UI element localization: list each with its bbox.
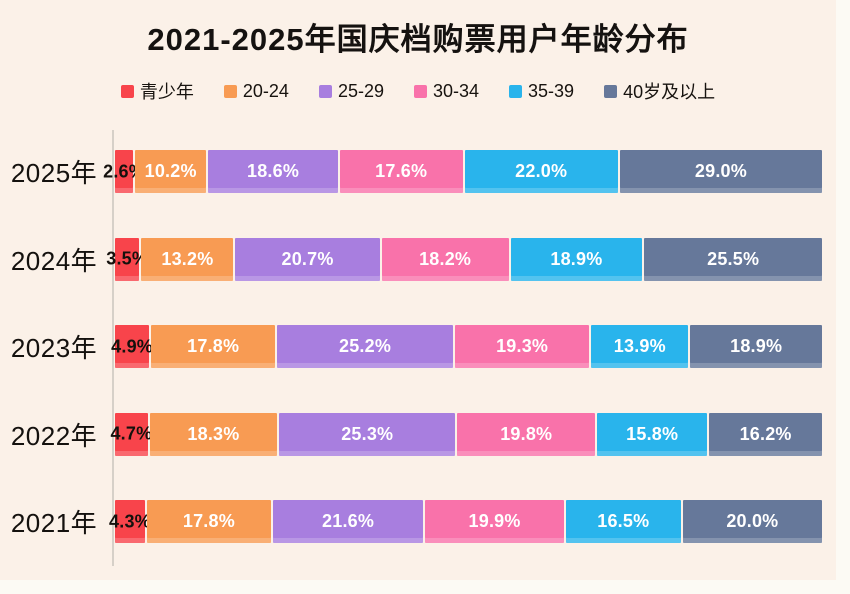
bar-value-label: 4.9% [111, 336, 153, 356]
bar-segment-20-24: 10.2% [135, 150, 207, 193]
bar-segment-40岁及以上: 18.9% [690, 325, 822, 368]
legend-label: 25-29 [337, 80, 384, 101]
bar-track: 3.5% 13.2% 20.7% 18.2% 18.9% 25.5% [106, 237, 822, 281]
bar-segment-青少年: 2.6% [103, 150, 145, 193]
bar-track: 2.6% 10.2% 18.6% 17.6% 22.0% 29.0% [103, 150, 822, 193]
bar-value-label: 20.0% [726, 511, 779, 531]
bar-value-label: 16.5% [597, 511, 650, 531]
bar-segment-25-29: 25.2% [277, 325, 453, 368]
bar-value-label: 22.0% [515, 161, 568, 181]
bar-track: 4.3% 17.8% 21.6% 19.9% 16.5% 20.0% [109, 500, 822, 543]
legend-label: 青少年 [139, 82, 194, 102]
bar-row: 2025年 2.6% 10.2% 18.6% 17.6% 22.0% 29.0% [0, 150, 836, 193]
legend-swatch-icon [120, 84, 134, 98]
bar-value-label: 19.9% [468, 511, 521, 531]
bar-value-label: 17.8% [182, 511, 235, 531]
legend-item: 20-24 [223, 80, 289, 102]
bar-value-label: 19.8% [500, 423, 553, 444]
bar-value-label: 18.9% [730, 336, 783, 356]
bar-value-label: 10.2% [144, 161, 197, 181]
bar-value-label: 25.3% [341, 423, 394, 444]
bar-value-label: 19.3% [496, 336, 549, 356]
bar-row: 2022年 4.7% 18.3% 25.3% 19.8% 15.8% 16.2% [0, 412, 836, 456]
legend-swatch-icon [413, 84, 427, 98]
bar-value-label: 18.9% [550, 248, 603, 269]
bar-segment-40岁及以上: 25.5% [644, 237, 822, 281]
legend-item: 25-29 [318, 80, 384, 102]
year-label: 2022年 [10, 420, 98, 451]
bar-segment-青少年: 4.3% [109, 500, 151, 543]
bar-value-label: 21.6% [322, 511, 375, 531]
bar-value-label: 17.6% [375, 161, 428, 181]
bar-segment-25-29: 18.6% [208, 150, 338, 193]
bar-segment-青少年: 4.7% [110, 412, 152, 456]
bar-segment-40岁及以上: 16.2% [709, 412, 822, 456]
bar-value-label: 4.7% [110, 423, 153, 444]
bar-value-label: 17.8% [187, 336, 240, 356]
bar-value-label: 18.6% [247, 161, 300, 181]
chart-title: 2021-2025年国庆档购票用户年龄分布 [147, 22, 689, 57]
legend: 青少年 20-24 25-29 30-34 35-39 40岁及以上 [0, 78, 836, 104]
legend-label: 35-39 [528, 80, 575, 101]
bar-segment-25-29: 25.3% [279, 412, 456, 456]
legend-swatch-icon [509, 84, 523, 98]
bar-value-label: 15.8% [626, 423, 679, 444]
bar-segment-青少年: 3.5% [106, 237, 148, 281]
year-label: 2025年 [10, 158, 98, 188]
chart-panel: 2021-2025年国庆档购票用户年龄分布 青少年 20-24 25-29 30-34… [0, 0, 836, 580]
bar-segment-40岁及以上: 29.0% [619, 150, 822, 193]
legend-item: 40岁及以上 [604, 78, 715, 104]
legend-label: 30-34 [432, 80, 480, 101]
y-axis-line [112, 130, 114, 566]
bar-segment-30-34: 17.6% [339, 150, 463, 193]
year-label: 2024年 [10, 245, 98, 276]
bar-track: 4.7% 18.3% 25.3% 19.8% 15.8% 16.2% [110, 412, 822, 456]
bar-row: 2021年 4.3% 17.8% 21.6% 19.9% 16.5% 20.0% [0, 500, 836, 543]
bar-segment-30-34: 19.8% [457, 412, 596, 456]
bar-segment-20-24: 18.3% [149, 412, 278, 456]
bar-segment-20-24: 17.8% [151, 325, 276, 368]
legend-swatch-icon [223, 84, 237, 98]
bar-row: 2024年 3.5% 13.2% 20.7% 18.2% 18.9% 25.5% [0, 237, 836, 281]
bar-segment-20-24: 17.8% [146, 500, 271, 543]
bar-segment-35-39: 22.0% [464, 150, 618, 193]
bar-segment-35-39: 15.8% [597, 412, 708, 456]
bar-value-label: 18.3% [187, 423, 240, 444]
bar-row: 2023年 4.9% 17.8% 25.2% 19.3% 13.9% 18.9% [0, 325, 836, 368]
bar-value-label: 13.2% [161, 248, 214, 269]
bar-segment-20-24: 13.2% [141, 237, 234, 281]
legend-swatch-icon [604, 84, 618, 98]
bar-segment-30-34: 19.9% [425, 500, 564, 543]
bar-track: 4.9% 17.8% 25.2% 19.3% 13.9% 18.9% [111, 325, 822, 368]
bar-value-label: 2.6% [103, 161, 145, 181]
bar-value-label: 25.2% [339, 336, 392, 356]
bar-segment-25-29: 21.6% [272, 500, 424, 543]
bar-segment-35-39: 18.9% [510, 237, 643, 281]
bar-value-label: 29.0% [694, 161, 747, 181]
legend-label: 20-24 [242, 80, 289, 101]
bar-value-label: 3.5% [106, 248, 149, 269]
bar-value-label: 18.2% [419, 248, 472, 269]
legend-item: 青少年 [120, 78, 194, 104]
bar-segment-25-29: 20.7% [235, 237, 380, 281]
bar-segment-35-39: 16.5% [565, 500, 681, 543]
bar-value-label: 4.3% [109, 511, 151, 531]
legend-item: 30-34 [413, 80, 480, 102]
bar-segment-35-39: 13.9% [591, 325, 689, 368]
bar-segment-30-34: 19.3% [454, 325, 590, 368]
year-label: 2021年 [10, 508, 98, 538]
bar-segment-40岁及以上: 20.0% [682, 500, 822, 543]
bar-value-label: 16.2% [739, 423, 792, 444]
year-label: 2023年 [10, 333, 98, 363]
bar-segment-青少年: 4.9% [111, 325, 153, 368]
bar-value-label: 13.9% [613, 336, 666, 356]
legend-item: 35-39 [509, 81, 574, 102]
bar-value-label: 20.7% [281, 248, 334, 269]
legend-swatch-icon [318, 84, 332, 98]
legend-label: 40岁及以上 [623, 82, 716, 102]
bar-value-label: 25.5% [707, 248, 760, 269]
bar-segment-30-34: 18.2% [381, 237, 509, 281]
